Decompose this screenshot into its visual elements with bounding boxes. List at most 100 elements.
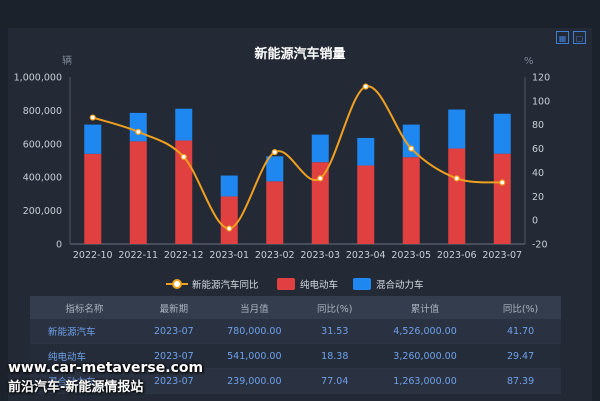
bar-hybrid-2022-11[interactable] <box>129 112 147 142</box>
y-right-axis-label: % <box>524 56 534 67</box>
x-tick-label: 2022-10 <box>73 250 113 261</box>
bar-bev-2022-12[interactable] <box>175 140 193 244</box>
yoy-point-2023-05[interactable] <box>408 145 415 152</box>
bar-bev-2023-02[interactable] <box>266 181 284 244</box>
x-tick-label: 2023-06 <box>437 250 477 261</box>
cell-month-value: 239,000.00 <box>209 368 300 394</box>
x-ticks: 2022-10 2022-11 2022-12 2023-01 2023-02 2023-… <box>73 250 522 261</box>
x-tick-label: 2023-02 <box>255 250 295 261</box>
cell-indicator: 纯电动车 <box>30 343 139 369</box>
save-image-icon[interactable]: ▢ <box>573 31 586 44</box>
cell-month-yoy: 31.53 <box>299 319 370 344</box>
y-left-tick-label: 800,000 <box>23 106 62 117</box>
y-left-tick-label: 1,000,000 <box>14 73 62 84</box>
bar-bev-2022-10[interactable] <box>84 153 102 244</box>
y-left-axis-label: 辆 <box>62 54 72 67</box>
bar-hybrid-2023-01[interactable] <box>220 175 238 197</box>
header-month-value: 当月值 <box>209 296 300 319</box>
table-header-row: 指标名称 最新期 当月值 同比(%) 累计值 同比(%) <box>30 296 561 319</box>
table-row[interactable]: 混合动力车 2023-07 239,000.00 77.04 1,263,000… <box>30 368 561 394</box>
header-cumulative-yoy: 同比(%) <box>480 296 561 319</box>
y-left-tick-label: 200,000 <box>23 206 62 217</box>
bar-bev-2023-05[interactable] <box>402 157 420 244</box>
bars <box>84 108 511 244</box>
legend-label-hybrid: 混合动力车 <box>376 279 424 291</box>
header-cumulative: 累计值 <box>369 296 481 319</box>
cell-month-value: 780,000.00 <box>209 319 300 344</box>
yoy-point-2023-02[interactable] <box>271 149 278 156</box>
y-right-tick-label: 20 <box>532 192 544 203</box>
bar-hybrid-2023-05[interactable] <box>402 124 420 158</box>
chart-legend: 新能源汽车同比 纯电动车 混合动力车 <box>166 278 424 291</box>
x-tick-label: 2023-01 <box>209 250 249 261</box>
legend-item-hybrid[interactable]: 混合动力车 <box>353 278 424 291</box>
watermark: www.car-metaverse.com 前沿汽车-新能源情报站 <box>8 359 203 397</box>
bar-bev-2023-01[interactable] <box>220 196 238 244</box>
legend-label-yoy: 新能源汽车同比 <box>192 279 259 291</box>
data-view-icon[interactable]: ▦ <box>556 31 569 44</box>
bar-hybrid-2023-06[interactable] <box>448 109 466 149</box>
yoy-point-2022-12[interactable] <box>180 153 187 161</box>
cell-cumulative-yoy: 41.70 <box>480 319 561 344</box>
cell-cumulative: 4,526,000.00 <box>369 319 481 344</box>
header-latest-period: 最新期 <box>138 296 210 319</box>
y-right-tick-label: 80 <box>532 120 544 131</box>
bar-hybrid-2022-10[interactable] <box>84 124 102 154</box>
bar-hybrid-2023-07[interactable] <box>493 113 511 154</box>
cell-period: 2023-07 <box>138 319 210 344</box>
header-indicator: 指标名称 <box>30 296 139 319</box>
cell-cumulative: 1,263,000.00 <box>369 368 481 394</box>
cell-indicator: 混合动力车 <box>30 368 139 394</box>
x-tick-label: 2023-03 <box>300 250 340 261</box>
legend-item-bev[interactable]: 纯电动车 <box>277 278 338 291</box>
y-left-tick-label: 400,000 <box>23 173 62 184</box>
y-left-ticks: 0 200,000 400,000 600,000 800,000 1,000,000 <box>14 73 62 251</box>
chart-title: 新能源汽车销量 <box>254 46 345 62</box>
cell-month-yoy: 77.04 <box>299 368 370 394</box>
yoy-line <box>92 85 503 230</box>
y-right-tick-label: 100 <box>532 96 550 107</box>
bar-bev-2023-04[interactable] <box>357 165 375 244</box>
bar-hybrid-2023-04[interactable] <box>357 137 375 166</box>
y-right-tick-label: 0 <box>532 216 538 227</box>
table-row[interactable]: 纯电动车 2023-07 541,000.00 18.38 3,260,000.… <box>30 343 561 369</box>
bar-bev-2023-06[interactable] <box>448 148 466 244</box>
y-right-tick-label: -20 <box>532 240 548 251</box>
cell-cumulative: 3,260,000.00 <box>369 343 481 369</box>
bar-bev-2023-07[interactable] <box>493 153 511 244</box>
y-left-tick-label: 600,000 <box>23 139 62 150</box>
x-tick-label: 2023-04 <box>346 250 386 261</box>
table-row[interactable]: 新能源汽车 2023-07 780,000.00 31.53 4,526,000… <box>30 319 561 344</box>
watermark-name: 前沿汽车-新能源情报站 <box>8 380 144 395</box>
cell-month-yoy: 18.38 <box>299 343 370 369</box>
bar-bev-2022-11[interactable] <box>129 141 147 244</box>
yoy-point-2023-04[interactable] <box>362 83 369 90</box>
y-right-ticks: -20 0 20 40 60 80 100 120 <box>532 73 550 251</box>
bar-hybrid-2023-03[interactable] <box>311 134 329 163</box>
bar-hybrid-2023-02[interactable] <box>266 156 284 182</box>
cell-month-value: 541,000.00 <box>209 343 300 369</box>
indicator-table: 指标名称 最新期 当月值 同比(%) 累计值 同比(%) 新能源汽车 2023-… <box>30 296 561 394</box>
yoy-point-2023-06[interactable] <box>453 175 460 182</box>
legend-label-bev: 纯电动车 <box>300 279 338 291</box>
watermark-url: www.car-metaverse.com <box>8 360 204 376</box>
yoy-point-2023-03[interactable] <box>317 175 324 182</box>
y-right-tick-label: 40 <box>532 168 544 179</box>
yoy-point-2023-07[interactable] <box>499 179 506 186</box>
cell-indicator: 新能源汽车 <box>30 319 139 344</box>
bar-bev-2023-03[interactable] <box>311 162 329 244</box>
yoy-point-2023-01[interactable] <box>226 225 233 232</box>
bar-hybrid-2022-12[interactable] <box>175 108 193 141</box>
x-tick-label: 2022-11 <box>118 250 158 261</box>
cell-period: 2023-07 <box>138 368 210 394</box>
header-month-yoy: 同比(%) <box>299 296 370 319</box>
legend-item-line[interactable]: 新能源汽车同比 <box>166 279 259 291</box>
y-right-tick-label: 120 <box>532 73 550 84</box>
x-tick-label: 2023-07 <box>482 250 522 261</box>
y-left-tick-label: 0 <box>56 240 62 251</box>
yoy-point-2022-10[interactable] <box>89 114 96 121</box>
sales-chart: 新能源汽车销量 辆 % 0 200,000 400,000 600,000 800,00… <box>14 46 551 291</box>
x-tick-label: 2022-12 <box>164 250 204 261</box>
yoy-point-2022-11[interactable] <box>135 128 142 135</box>
yoy-line-series <box>89 83 506 232</box>
